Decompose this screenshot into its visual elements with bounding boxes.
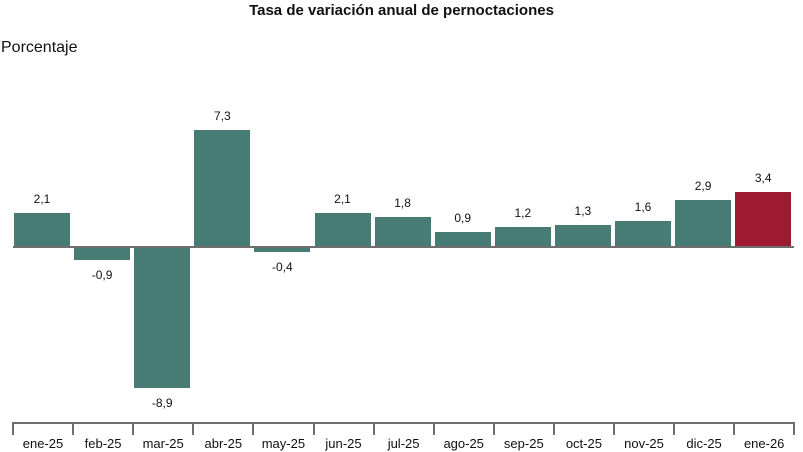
bar-ago-25 [434, 231, 491, 246]
x-tick-label: dic-25 [686, 436, 722, 451]
x-axis-tick [432, 422, 435, 435]
x-tick-label: ago-25 [443, 436, 484, 451]
x-axis-tick [793, 422, 796, 435]
x-tick-label: feb-25 [84, 436, 122, 451]
bar-jul-25 [374, 217, 431, 246]
x-tick-label: oct-25 [565, 436, 602, 451]
value-label: 7,3 [213, 108, 231, 123]
value-label: 2,1 [33, 191, 51, 206]
x-tick-label: nov-25 [624, 436, 664, 451]
x-axis-tick [192, 422, 195, 435]
value-label: 2,9 [694, 178, 712, 193]
x-tick-label: abr-25 [204, 436, 243, 451]
zero-line [13, 246, 795, 248]
y-axis-label: Porcentaje [1, 39, 78, 56]
x-axis-tick [12, 422, 14, 435]
value-label: 1,6 [634, 199, 652, 214]
x-axis-tick [252, 422, 255, 435]
x-tick-label: jun-25 [325, 436, 362, 451]
x-tick-label: ene-26 [743, 436, 785, 451]
value-label: 1,8 [394, 196, 411, 211]
x-tick-label: mar-25 [142, 436, 184, 451]
bar-ene-25 [14, 212, 70, 246]
bar-nov-25 [615, 220, 671, 246]
value-label: -0,9 [91, 268, 113, 283]
x-axis-tick [613, 422, 615, 435]
x-axis-tick [733, 422, 736, 435]
value-label: 1,2 [514, 205, 532, 220]
bar-dic-25 [675, 199, 732, 246]
bar-sep-25 [494, 226, 551, 246]
x-axis-tick [312, 422, 315, 435]
value-label: 0,9 [454, 210, 472, 225]
chart-title: Tasa de variación anual de pernoctacione… [249, 2, 554, 19]
bar-may-25 [254, 246, 311, 253]
value-label: 2,1 [334, 191, 351, 206]
value-label: -8,9 [151, 395, 173, 410]
x-tick-label: ene-25 [22, 436, 64, 451]
x-axis-tick [372, 422, 375, 435]
bar-jun-25 [314, 212, 371, 246]
x-axis-tick [72, 422, 75, 435]
x-tick-label: may-25 [261, 436, 306, 451]
x-axis-tick [552, 422, 555, 435]
value-label: 1,3 [574, 204, 592, 219]
x-axis-tick [673, 422, 676, 435]
bar-oct-25 [554, 225, 611, 246]
x-axis-tick [492, 422, 495, 435]
x-axis [13, 422, 795, 424]
bar-mar-25 [134, 246, 191, 388]
bar-feb-25 [74, 246, 131, 261]
value-label: 3,4 [754, 170, 772, 185]
x-tick-label: sep-25 [503, 436, 544, 451]
value-label: -0,4 [272, 260, 293, 275]
x-axis-tick [132, 422, 135, 435]
bar-ene-26 [735, 191, 792, 246]
bar-abr-25 [194, 129, 251, 246]
x-tick-label: jul-25 [387, 436, 420, 451]
